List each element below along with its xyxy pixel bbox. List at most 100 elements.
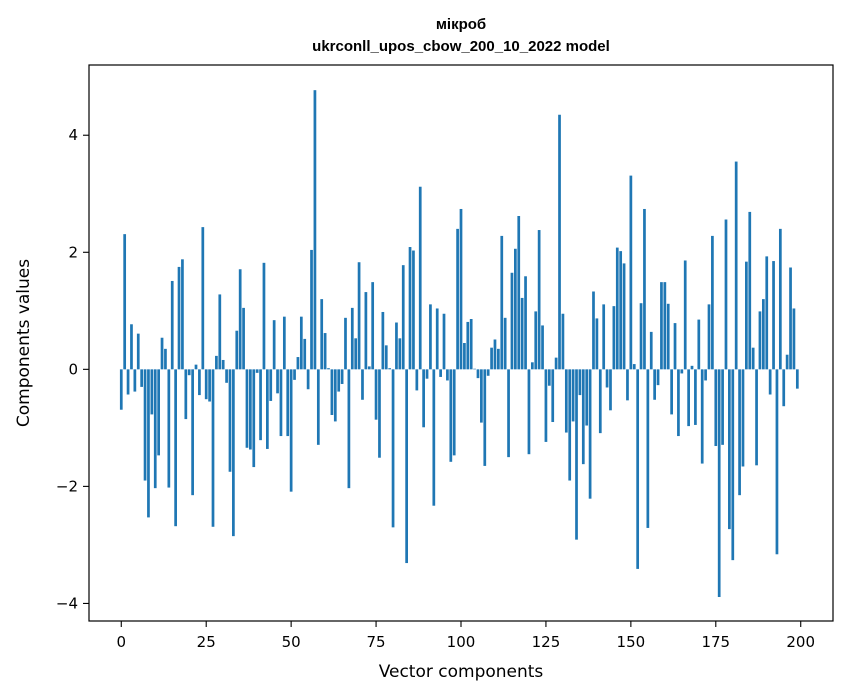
bar	[782, 369, 786, 407]
bar	[272, 320, 276, 370]
bar	[714, 369, 718, 447]
bar	[765, 256, 769, 370]
bar	[367, 366, 371, 370]
bar	[656, 369, 660, 386]
bar	[741, 369, 745, 467]
bar	[136, 333, 140, 370]
bar	[238, 269, 242, 370]
y-tick-label: 2	[68, 243, 78, 261]
bar	[259, 369, 262, 441]
bar	[619, 251, 623, 370]
bar	[174, 369, 177, 527]
bar	[524, 276, 527, 370]
y-axis-label: Components values	[14, 259, 34, 427]
bar	[391, 369, 395, 528]
bar	[588, 369, 592, 499]
bar	[751, 347, 755, 370]
bar	[371, 282, 375, 370]
x-tick-label: 50	[282, 633, 301, 651]
bar	[449, 369, 453, 462]
bar	[215, 355, 218, 370]
bar	[323, 333, 327, 370]
bar	[412, 250, 415, 370]
bar	[585, 369, 589, 426]
bar	[242, 307, 245, 370]
bar	[605, 369, 609, 388]
bar	[711, 235, 714, 370]
bar	[690, 365, 694, 370]
bar	[731, 369, 735, 561]
bar	[306, 369, 310, 390]
bar	[571, 369, 575, 422]
bar	[745, 261, 748, 370]
bar	[126, 369, 130, 395]
bar	[211, 369, 215, 527]
bar	[269, 369, 273, 401]
bar	[378, 369, 381, 458]
bar	[609, 369, 612, 411]
bar	[687, 369, 690, 427]
bar	[432, 369, 436, 506]
bar	[680, 369, 684, 374]
bar	[327, 368, 330, 370]
bar	[789, 267, 792, 370]
bar	[252, 369, 256, 468]
bar	[357, 262, 361, 370]
x-tick-label: 200	[786, 633, 815, 651]
bar	[503, 317, 507, 370]
bar	[262, 262, 266, 370]
bar	[575, 369, 578, 540]
bar	[738, 369, 741, 496]
bar	[551, 369, 555, 423]
bar	[381, 311, 385, 370]
bar	[707, 304, 711, 370]
bar	[255, 369, 259, 373]
bar	[153, 369, 157, 489]
bar	[130, 324, 133, 370]
bar	[785, 354, 789, 370]
bar	[364, 292, 368, 370]
bar	[697, 319, 701, 370]
bar	[500, 235, 504, 370]
bar	[592, 291, 595, 370]
bar	[554, 357, 558, 370]
bar	[303, 338, 307, 370]
bar	[755, 369, 758, 466]
bar	[629, 175, 633, 370]
bar	[595, 318, 599, 370]
bar	[232, 369, 235, 537]
bar	[350, 307, 354, 370]
bar	[218, 294, 222, 370]
bar	[486, 369, 490, 376]
bar	[279, 369, 283, 437]
bar	[140, 369, 144, 387]
bar	[415, 369, 419, 391]
x-axis-label: Vector components	[379, 662, 544, 682]
bar	[700, 369, 704, 464]
bar	[456, 228, 459, 370]
bar	[466, 321, 470, 370]
bar	[459, 208, 463, 370]
bar	[643, 208, 646, 370]
bar	[401, 265, 405, 370]
bar	[493, 339, 497, 370]
bar	[490, 347, 493, 370]
bar	[517, 216, 521, 370]
bar	[530, 362, 534, 370]
y-tick-label: 4	[68, 126, 78, 144]
bar	[337, 369, 341, 392]
bar	[748, 211, 752, 370]
bar	[164, 348, 167, 370]
bar	[201, 227, 205, 370]
bar	[310, 249, 313, 370]
bar	[204, 369, 208, 400]
bar	[615, 247, 619, 370]
bar	[429, 304, 432, 370]
bar	[395, 322, 398, 370]
bar	[235, 330, 239, 370]
bar	[225, 369, 228, 383]
bar	[646, 369, 650, 528]
bar	[452, 369, 456, 456]
bar	[160, 337, 164, 370]
bar	[446, 369, 449, 381]
